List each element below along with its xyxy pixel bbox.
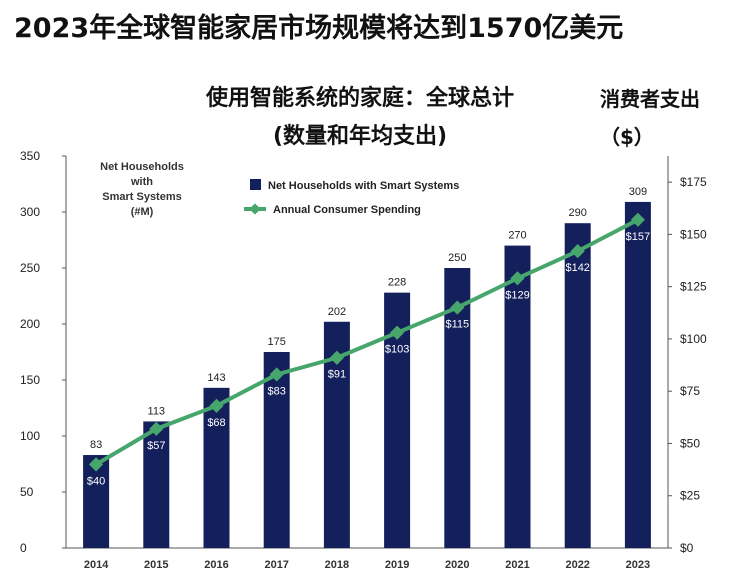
x-tick-label: 2023: [626, 559, 650, 571]
spending-marker: [390, 325, 405, 340]
spending-marker: [269, 367, 284, 382]
legend-marker-spending: [249, 203, 261, 215]
spending-marker: [570, 244, 585, 259]
x-tick-label: 2021: [505, 559, 529, 571]
chart-title: 使用智能系统的家庭：全球总计 (数量和年均支出): [150, 80, 570, 156]
bar-value-label: 290: [569, 207, 587, 219]
spending-marker: [209, 398, 224, 413]
spending-value-label: $157: [626, 231, 650, 243]
bar-value-label: 175: [268, 336, 286, 348]
right-axis-title: 消费者支出（$）: [600, 87, 700, 149]
left-tick-label: 50: [20, 485, 34, 499]
left-tick-label: 300: [20, 205, 40, 219]
bar-value-label: 228: [388, 277, 406, 289]
left-axis-note: Net Households with Smart Systems (#M): [100, 161, 184, 218]
spending-value-label: $103: [385, 344, 409, 356]
right-tick-label: $75: [680, 384, 700, 398]
legend-label-spending: Annual Consumer Spending: [273, 204, 421, 216]
bar-value-label: 250: [448, 252, 466, 264]
x-tick-label: 2015: [144, 559, 168, 571]
bar-households: [504, 245, 531, 548]
spending-marker: [630, 212, 645, 227]
x-tick-label: 2017: [264, 559, 288, 571]
bar-households: [624, 201, 651, 549]
x-tick-label: 2018: [325, 559, 349, 571]
chart-title-line2: (数量和年均支出): [272, 124, 448, 149]
x-tick-label: 2019: [385, 559, 409, 571]
right-tick-label: $0: [680, 541, 694, 555]
spending-marker: [89, 457, 104, 472]
bar-value-label: 270: [508, 230, 526, 242]
bar-households: [263, 352, 290, 548]
spending-marker: [149, 421, 164, 436]
left-tick-label: 100: [20, 429, 40, 443]
left-tick-label: 350: [20, 149, 40, 163]
spending-value-label: $115: [445, 319, 469, 331]
right-tick-label: $100: [680, 332, 707, 346]
bar-value-label: 202: [328, 306, 346, 318]
x-tick-label: 2022: [565, 559, 589, 571]
right-tick-label: $125: [680, 280, 707, 294]
right-tick-label: $175: [680, 175, 707, 189]
x-tick-label: 2014: [84, 559, 109, 571]
x-tick-label: 2016: [204, 559, 228, 571]
bar-households: [564, 223, 591, 548]
spending-value-label: $91: [328, 369, 346, 381]
right-tick-label: $150: [680, 227, 707, 241]
x-tick-label: 2020: [445, 559, 469, 571]
bar-value-label: 309: [629, 186, 647, 198]
left-tick-label: 150: [20, 373, 40, 387]
spending-value-label: $68: [207, 417, 225, 429]
spending-marker: [510, 271, 525, 286]
spending-line: [95, 217, 639, 467]
bar-households: [203, 387, 230, 548]
spending-value-label: $83: [268, 385, 286, 397]
legend-swatch-households: [250, 179, 261, 190]
right-tick-label: $50: [680, 436, 700, 450]
bar-value-label: 83: [90, 439, 102, 451]
spending-value-label: $57: [147, 440, 165, 452]
chart-title-line1: 使用智能系统的家庭：全球总计: [205, 86, 514, 111]
headline: 2023年全球智能家居市场规模将达到1570亿美元: [14, 13, 624, 44]
bar-value-label: 113: [148, 405, 166, 417]
bar-households: [143, 421, 170, 548]
bar-value-label: 143: [207, 372, 225, 384]
spending-value-label: $142: [565, 262, 589, 274]
spending-value-label: $40: [87, 475, 105, 487]
spending-marker: [329, 350, 344, 365]
bar-households: [444, 268, 471, 548]
right-tick-label: $25: [680, 489, 700, 503]
left-tick-label: 0: [20, 541, 27, 555]
spending-value-label: $129: [505, 289, 529, 301]
left-tick-label: 250: [20, 261, 40, 275]
legend-label-households: Net Households with Smart Systems: [268, 180, 459, 192]
spending-marker: [450, 300, 465, 315]
left-tick-label: 200: [20, 317, 40, 331]
